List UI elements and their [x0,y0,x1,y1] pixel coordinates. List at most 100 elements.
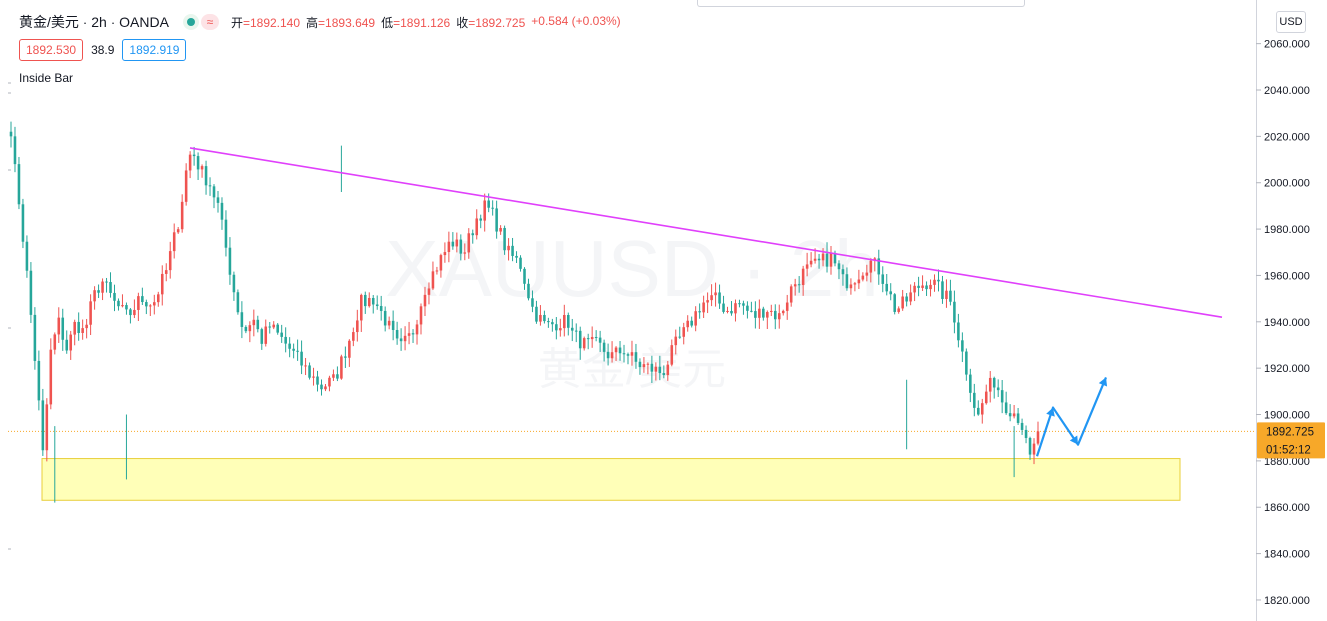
candle-body[interactable] [594,336,598,338]
candle-body[interactable] [463,252,467,254]
candle-body[interactable] [567,315,570,328]
candle-body[interactable] [650,363,654,372]
candle-body[interactable] [933,279,936,285]
candle-body[interactable] [602,342,606,352]
candle-body[interactable] [563,315,566,329]
candle-body[interactable] [137,296,140,310]
candle-body[interactable] [487,200,490,208]
candle-body[interactable] [1008,413,1012,417]
resistance-trendline[interactable] [189,147,1223,318]
candle-body[interactable] [312,376,315,378]
candle-body[interactable] [348,340,351,358]
candle-body[interactable] [527,283,530,299]
candle-body[interactable] [690,320,693,326]
candle-body[interactable] [917,285,920,288]
candle-body[interactable] [1036,431,1040,444]
candle-body[interactable] [618,347,622,354]
candle-body[interactable] [403,335,407,342]
candle-body[interactable] [184,170,188,202]
candle-body[interactable] [606,351,610,359]
candle-body[interactable] [941,281,944,299]
candle-body[interactable] [638,361,642,368]
candle-body[interactable] [586,338,590,340]
candle-body[interactable] [145,302,148,307]
candle-body[interactable] [555,324,558,331]
candle-body[interactable] [559,328,562,331]
candle-body[interactable] [809,260,813,265]
candle-body[interactable] [344,356,347,358]
candle-body[interactable] [164,270,168,274]
candle-body[interactable] [853,283,857,285]
candle-body[interactable] [694,311,697,326]
candle-body[interactable] [176,229,180,233]
candle-body[interactable] [829,252,833,267]
candle-body[interactable] [212,186,216,198]
candle-body[interactable] [407,333,411,336]
projection-path[interactable] [1035,377,1108,457]
candle-body[interactable] [578,330,582,349]
top-toolbar-tab[interactable] [697,0,1025,7]
candle-body[interactable] [714,292,717,296]
candle-body[interactable] [670,345,674,365]
candle-body[interactable] [168,251,172,271]
candle-body[interactable] [13,136,17,165]
candle-body[interactable] [157,294,160,303]
candle-body[interactable] [1032,443,1036,455]
candle-body[interactable] [706,300,709,303]
candle-body[interactable] [770,310,773,312]
candle-body[interactable] [399,338,403,342]
candle-body[interactable] [455,239,459,247]
candle-body[interactable] [129,309,132,316]
candle-body[interactable] [192,154,196,157]
candle-body[interactable] [909,292,912,302]
candle-body[interactable] [984,391,988,404]
candle-body[interactable] [304,365,307,367]
candle-body[interactable] [431,271,435,289]
candle-body[interactable] [172,232,176,252]
candle-body[interactable] [531,298,534,307]
candle-body[interactable] [658,366,662,374]
candle-body[interactable] [479,218,482,221]
candle-body[interactable] [367,297,371,307]
candle-body[interactable] [53,334,57,350]
candle-body[interactable] [590,336,594,340]
candle-body[interactable] [65,339,69,351]
candle-body[interactable] [511,245,514,256]
candle-body[interactable] [439,255,443,271]
candle-body[interactable] [813,258,817,261]
candle-body[interactable] [248,325,252,332]
candle-body[interactable] [626,354,630,356]
candle-body[interactable] [833,252,837,264]
candle-body[interactable] [288,343,291,349]
symbol-name[interactable]: 黄金/美元 [19,14,79,30]
candle-body[interactable] [85,324,88,329]
candle-body[interactable] [925,285,928,290]
candle-body[interactable] [352,332,355,341]
candle-body[interactable] [969,374,972,393]
candle-body[interactable] [825,253,829,267]
candle-body[interactable] [391,320,395,331]
candle-body[interactable] [332,374,335,378]
candle-body[interactable] [220,202,224,220]
price-axis-background[interactable] [1256,0,1327,621]
candle-body[interactable] [805,264,809,269]
candle-body[interactable] [208,185,212,187]
candle-body[interactable] [232,274,236,293]
candle-body[interactable] [992,377,996,388]
candle-body[interactable] [841,269,845,275]
candle-body[interactable] [471,233,475,236]
candle-body[interactable] [268,326,272,328]
candle-body[interactable] [861,275,865,280]
candle-body[interactable] [949,290,952,302]
candle-body[interactable] [547,321,550,323]
candle-body[interactable] [395,330,399,339]
candle-body[interactable] [519,257,522,269]
candle-body[interactable] [459,239,463,254]
candle-body[interactable] [785,302,789,311]
candle-body[interactable] [869,260,873,273]
candle-body[interactable] [443,252,447,256]
candle-body[interactable] [678,336,682,338]
candle-body[interactable] [957,322,960,341]
candle-body[interactable] [328,377,331,387]
